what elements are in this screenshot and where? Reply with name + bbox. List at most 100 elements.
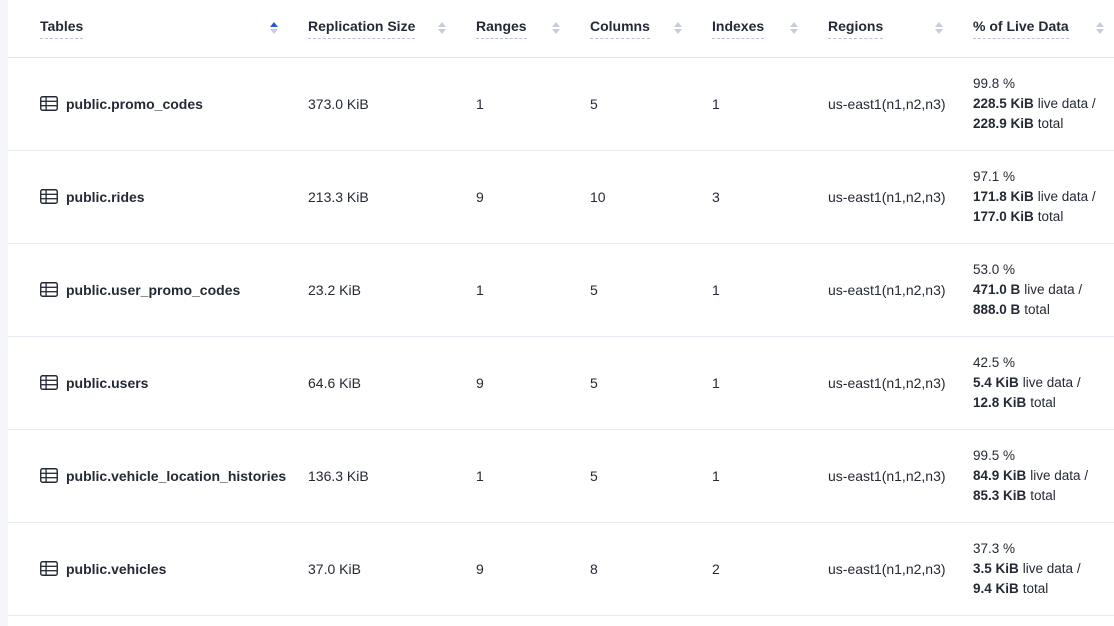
column-header-label: Ranges: [476, 18, 527, 39]
sort-icon: [438, 22, 446, 35]
total-data-suffix: total: [1024, 301, 1050, 317]
table-name-cell: public.users: [8, 336, 288, 430]
live-data-cell: 37.3 % 3.5 KiB live data / 9.4 KiB total: [953, 522, 1114, 616]
total-data-value: 888.0 B: [973, 301, 1021, 317]
ranges-cell: 1: [456, 57, 570, 151]
sort-icon: [790, 22, 798, 35]
columns-cell: 8: [570, 522, 692, 616]
column-header-columns[interactable]: Columns: [570, 0, 692, 58]
live-data-suffix: live data /: [1030, 467, 1089, 483]
table-name-cell: public.vehicle_location_histories: [8, 429, 288, 523]
live-data-percent: 97.1 %: [973, 168, 1016, 184]
sort-icon: [935, 22, 943, 35]
table-name-link[interactable]: public.vehicle_location_histories: [66, 467, 287, 484]
replication-size-cell: 23.2 KiB: [288, 243, 456, 337]
live-data-suffix: live data /: [1022, 374, 1081, 390]
tables-card: Tables Replication Size Ranges: [8, 0, 1114, 626]
regions-cell: us-east1(n1,n2,n3): [808, 429, 953, 523]
live-data-percent: 99.8 %: [973, 75, 1016, 91]
live-data-cell: 99.8 % 228.5 KiB live data / 228.9 KiB tot…: [953, 57, 1114, 151]
table-name-cell: public.promo_codes: [8, 57, 288, 151]
ranges-cell: 9: [456, 150, 570, 244]
indexes-cell: 3: [692, 150, 808, 244]
live-data-value: 3.5 KiB: [973, 560, 1019, 576]
ranges-cell: 1: [456, 429, 570, 523]
sort-icon: [552, 22, 560, 35]
live-data-cell: 42.5 % 5.4 KiB live data / 12.8 KiB total: [953, 336, 1114, 430]
live-data-value: 84.9 KiB: [973, 467, 1027, 483]
database-tables-table: Tables Replication Size Ranges: [8, 0, 1114, 616]
total-data-suffix: total: [1022, 580, 1049, 596]
live-data-cell: 97.1 % 171.8 KiB live data / 177.0 KiB tot…: [953, 150, 1114, 244]
replication-size-cell: 64.6 KiB: [288, 336, 456, 430]
table-name-link[interactable]: public.user_promo_codes: [66, 281, 241, 298]
table-row: public.vehicle_location_histories 136.3 …: [8, 429, 1114, 523]
regions-cell: us-east1(n1,n2,n3): [808, 243, 953, 337]
total-data-value: 9.4 KiB: [973, 580, 1019, 596]
replication-size-cell: 373.0 KiB: [288, 57, 456, 151]
table-row: public.vehicles 37.0 KiB 9 8 2 us-east1(…: [8, 522, 1114, 616]
sort-icon: [674, 22, 682, 35]
live-data-cell: 99.5 % 84.9 KiB live data / 85.3 KiB total: [953, 429, 1114, 523]
table-grid-icon: [40, 96, 58, 111]
columns-cell: 10: [570, 150, 692, 244]
table-grid-icon: [40, 561, 58, 576]
table-name-link[interactable]: public.promo_codes: [66, 95, 203, 112]
live-data-suffix: live data /: [1037, 95, 1096, 111]
live-data-percent: 42.5 %: [973, 354, 1016, 370]
live-data-value: 5.4 KiB: [973, 374, 1019, 390]
live-data-suffix: live data /: [1024, 281, 1083, 297]
total-data-value: 177.0 KiB: [973, 208, 1034, 224]
column-header-indexes[interactable]: Indexes: [692, 0, 808, 58]
live-data-suffix: live data /: [1037, 188, 1096, 204]
ranges-cell: 1: [456, 243, 570, 337]
columns-cell: 5: [570, 57, 692, 151]
table-row: public.user_promo_codes 23.2 KiB 1 5 1 u…: [8, 243, 1114, 337]
page-left-gutter: [0, 0, 8, 626]
column-header-tables[interactable]: Tables: [8, 0, 288, 58]
table-header-row: Tables Replication Size Ranges: [8, 0, 1114, 58]
replication-size-cell: 37.0 KiB: [288, 522, 456, 616]
live-data-percent: 53.0 %: [973, 261, 1016, 277]
live-data-value: 228.5 KiB: [973, 95, 1034, 111]
total-data-value: 12.8 KiB: [973, 394, 1027, 410]
replication-size-cell: 136.3 KiB: [288, 429, 456, 523]
table-name-link[interactable]: public.vehicles: [66, 560, 167, 577]
column-header-label: Replication Size: [308, 18, 416, 39]
column-header-ranges[interactable]: Ranges: [456, 0, 570, 58]
table-row: public.users 64.6 KiB 9 5 1 us-east1(n1,…: [8, 336, 1114, 430]
column-header-live-data[interactable]: % of Live Data: [953, 0, 1114, 58]
column-header-label: Indexes: [712, 18, 765, 39]
table-grid-icon: [40, 282, 58, 297]
ranges-cell: 9: [456, 336, 570, 430]
live-data-value: 171.8 KiB: [973, 188, 1034, 204]
columns-cell: 5: [570, 243, 692, 337]
indexes-cell: 1: [692, 336, 808, 430]
indexes-cell: 1: [692, 243, 808, 337]
live-data-value: 471.0 B: [973, 281, 1021, 297]
table-name-cell: public.vehicles: [8, 522, 288, 616]
regions-cell: us-east1(n1,n2,n3): [808, 150, 953, 244]
table-name-link[interactable]: public.rides: [66, 188, 145, 205]
table-name-cell: public.user_promo_codes: [8, 243, 288, 337]
column-header-label: Regions: [828, 18, 884, 39]
column-header-label: Tables: [40, 18, 84, 39]
ranges-cell: 9: [456, 522, 570, 616]
live-data-percent: 99.5 %: [973, 447, 1016, 463]
columns-cell: 5: [570, 429, 692, 523]
column-header-regions[interactable]: Regions: [808, 0, 953, 58]
replication-size-cell: 213.3 KiB: [288, 150, 456, 244]
table-name-cell: public.rides: [8, 150, 288, 244]
table-grid-icon: [40, 468, 58, 483]
total-data-suffix: total: [1030, 487, 1056, 503]
regions-cell: us-east1(n1,n2,n3): [808, 522, 953, 616]
column-header-replication-size[interactable]: Replication Size: [288, 0, 456, 58]
indexes-cell: 1: [692, 429, 808, 523]
table-name-link[interactable]: public.users: [66, 374, 149, 391]
column-header-label: Columns: [590, 18, 650, 39]
regions-cell: us-east1(n1,n2,n3): [808, 336, 953, 430]
indexes-cell: 1: [692, 57, 808, 151]
table-grid-icon: [40, 375, 58, 390]
